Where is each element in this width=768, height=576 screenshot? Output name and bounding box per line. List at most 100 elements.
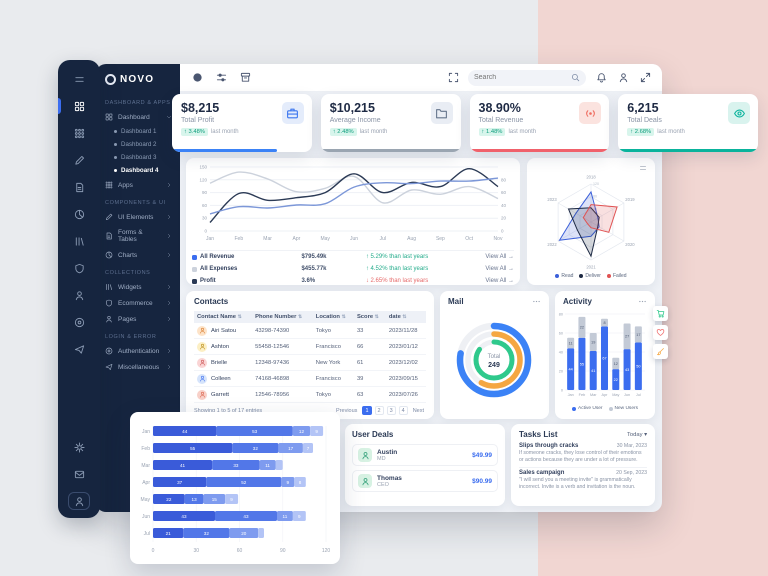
svg-text:Aug: Aug (407, 236, 416, 242)
expand-window-icon[interactable] (638, 71, 652, 85)
previous-button[interactable]: Previous (336, 407, 358, 414)
tasks-list: Slips through cracks 30 Mar, 2023 If someo… (519, 441, 647, 494)
svg-text:11: 11 (265, 463, 270, 468)
sidebar-item-pages[interactable]: Pages (96, 311, 180, 327)
column-header-score[interactable]: Score ⇅ (353, 311, 386, 323)
sort-icon[interactable]: ⇅ (402, 314, 407, 320)
rail-forms-tables-icon[interactable] (68, 178, 90, 196)
svg-text:32: 32 (253, 446, 259, 451)
search-input[interactable] (474, 74, 571, 81)
rail-menu-icon[interactable] (68, 70, 90, 88)
rail-messages-icon[interactable] (68, 465, 90, 483)
tasks-filter-dropdown[interactable]: Today ▾ (627, 431, 647, 438)
sidebar-item-forms-tables[interactable]: Forms & Tables (96, 225, 180, 247)
svg-text:60: 60 (237, 548, 243, 554)
contact-date: 2023/01/12 (385, 338, 426, 355)
sidebar-subitem-dashboard-2[interactable]: Dashboard 2 (96, 138, 180, 151)
layout-toggle-icon[interactable] (214, 71, 228, 85)
sidebar-item-miscellaneous[interactable]: Miscellaneous (96, 359, 180, 375)
contact-phone: 12546-78956 (252, 386, 313, 403)
contact-score: 63 (353, 386, 386, 403)
column-header-date[interactable]: date ⇅ (385, 311, 426, 323)
rail-authentication-icon[interactable] (68, 313, 90, 331)
account-icon[interactable] (616, 71, 630, 85)
search-box[interactable] (468, 69, 586, 86)
page-button-1[interactable]: 1 (362, 406, 372, 415)
sidebar-item-widgets[interactable]: Widgets (96, 279, 180, 295)
more-options-icon[interactable] (638, 297, 647, 306)
page-button-2[interactable]: 2 (374, 406, 384, 415)
tasks-title: Tasks List (519, 430, 558, 439)
svg-text:60: 60 (202, 203, 208, 208)
sidebar-item-charts[interactable]: Charts (96, 247, 180, 263)
column-header-location[interactable]: Location ⇅ (312, 311, 354, 323)
view-all-link[interactable]: View All → (485, 278, 514, 284)
more-options-icon[interactable] (532, 297, 541, 306)
rail-dashboard-icon[interactable] (58, 97, 90, 115)
rail-settings-icon[interactable] (68, 438, 90, 456)
rail-ui-elements-icon[interactable] (68, 151, 90, 169)
rail-apps-icon[interactable] (68, 124, 90, 142)
page-button-3[interactable]: 3 (386, 406, 396, 415)
sort-icon[interactable]: ⇅ (341, 314, 346, 320)
chevron-down-icon (166, 114, 172, 120)
app-logo[interactable]: NOVO (96, 72, 180, 93)
logo-icon (105, 74, 116, 85)
svg-text:9: 9 (287, 480, 290, 485)
legend-series-value: $455.77k (301, 266, 327, 272)
deal-list-item[interactable]: Thomas CEO $90.99 (352, 470, 498, 492)
deal-list-item[interactable]: Austin MD $49.99 (352, 444, 498, 466)
sidebar-item-dashboard[interactable]: Dashboard (96, 109, 180, 125)
page-button-4[interactable]: 4 (398, 406, 408, 415)
svg-text:Oct: Oct (465, 236, 473, 242)
fullscreen-icon[interactable] (446, 71, 460, 85)
rail-pages-icon[interactable] (68, 286, 90, 304)
sidebar-item-apps[interactable]: Apps (96, 177, 180, 193)
svg-text:44: 44 (182, 429, 188, 434)
avatar (197, 373, 207, 384)
task-item[interactable]: Slips through cracks 30 Mar, 2023 If someo… (519, 441, 647, 469)
sidebar-item-label: Charts (118, 251, 138, 259)
sidebar-subitem-dashboard-3[interactable]: Dashboard 3 (96, 151, 180, 164)
contact-score: 66 (353, 338, 386, 355)
task-title: Slips through cracks (519, 443, 579, 449)
rail-profile-icon[interactable] (68, 492, 90, 510)
theme-toggle-icon[interactable] (190, 71, 204, 85)
task-item[interactable]: Sales campaign 20 Sep, 2023 "I will send y… (519, 468, 647, 494)
customizer-button[interactable] (653, 344, 668, 359)
buy-now-button[interactable] (653, 306, 668, 321)
notifications-icon[interactable] (594, 71, 608, 85)
rail-charts-icon[interactable] (68, 205, 90, 223)
svg-text:22: 22 (166, 497, 172, 502)
sidebar-item-ecommerce[interactable]: Ecommerce (96, 295, 180, 311)
apps-drawer-icon[interactable] (238, 71, 252, 85)
sidebar-item-ui-elements[interactable]: UI Elements (96, 209, 180, 225)
search-icon[interactable] (571, 73, 580, 82)
column-header-contact-name[interactable]: Contact Name ⇅ (194, 311, 253, 323)
sidebar-subitem-dashboard-1[interactable]: Dashboard 1 (96, 125, 180, 138)
favorites-button[interactable] (653, 325, 668, 340)
kpi-suffix: last month (508, 129, 537, 135)
sidebar-item-label: Authentication (118, 347, 160, 355)
svg-text:Sep: Sep (436, 236, 445, 242)
column-header-phone-number[interactable]: Phone Number ⇅ (252, 311, 313, 323)
contact-score: 33 (353, 323, 386, 339)
view-all-link[interactable]: View All → (485, 266, 514, 272)
sidebar-item-authentication[interactable]: Authentication (96, 343, 180, 359)
view-all-link[interactable]: View All → (485, 254, 514, 260)
rail-ecommerce-icon[interactable] (68, 259, 90, 277)
sort-icon[interactable]: ⇅ (374, 314, 379, 320)
rail-miscellaneous-icon[interactable] (68, 340, 90, 358)
sidebar-item-label: Forms & Tables (118, 229, 143, 243)
next-button[interactable]: Next (412, 407, 424, 414)
chevron-right-icon (166, 182, 172, 188)
sort-icon[interactable]: ⇅ (237, 314, 242, 320)
bullet-icon (114, 130, 117, 133)
legend-dot-icon (572, 406, 576, 411)
svg-text:0: 0 (204, 229, 207, 234)
rail-widgets-icon[interactable] (68, 232, 90, 250)
sidebar-subitem-dashboard-4[interactable]: Dashboard 4 (96, 164, 180, 177)
sort-icon[interactable]: ⇅ (297, 314, 303, 320)
chart-menu-icon[interactable] (639, 164, 647, 172)
task-date: 30 Mar, 2023 (616, 443, 647, 449)
